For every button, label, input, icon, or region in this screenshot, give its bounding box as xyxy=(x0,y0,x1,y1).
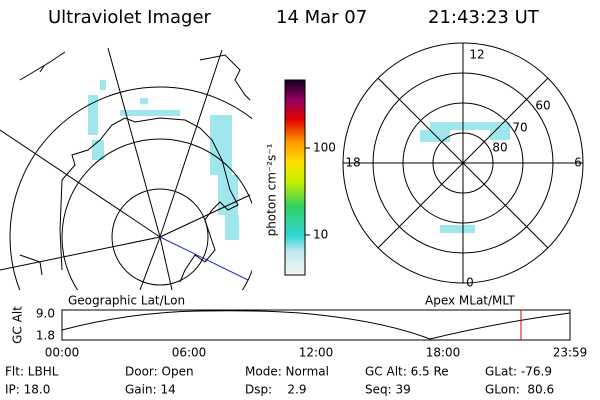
geographic-map xyxy=(0,47,252,290)
x-label: 06:00 xyxy=(172,346,207,360)
time: 21:43:23 UT xyxy=(428,7,540,28)
colorbar-tick: 100 xyxy=(313,141,336,155)
title: Ultraviolet Imager xyxy=(48,7,212,28)
colorbar-tick: 10 xyxy=(313,228,328,242)
status-field: GLat: -76.9 xyxy=(485,365,552,379)
status-field: GC Alt: 6.5 Re xyxy=(365,365,449,379)
x-label: 23:59 xyxy=(553,346,588,360)
y-label: 1.8 xyxy=(36,329,55,343)
status-field: Door: Open xyxy=(125,365,194,379)
mlt-label: 6 xyxy=(574,156,582,170)
mlt-label: 18 xyxy=(345,156,360,170)
status-field: Mode: Normal xyxy=(245,365,329,379)
lat-label: 80 xyxy=(492,141,507,155)
mlt-label: 0 xyxy=(466,276,474,290)
status-field: IP: 18.0 xyxy=(5,383,50,397)
status-field: Flt: LBHL xyxy=(5,365,59,379)
colorbar xyxy=(284,79,306,276)
x-label: 18:00 xyxy=(426,346,461,360)
footer: Flt: LBHL Door: Open Mode: Normal GC Alt: 6… xyxy=(5,365,554,397)
altitude-curve xyxy=(61,310,571,340)
panel-label: Geographic Lat/Lon xyxy=(68,294,185,308)
status-field: Seq: 39 xyxy=(365,383,411,397)
lat-label: 60 xyxy=(535,99,550,113)
y-label: 9.0 xyxy=(36,307,55,321)
x-label: 12:00 xyxy=(299,346,334,360)
x-label: 00:00 xyxy=(45,346,80,360)
polar-plot xyxy=(342,42,584,284)
panel-label: Apex MLat/MLT xyxy=(425,294,515,308)
lat-label: 70 xyxy=(512,121,527,135)
timeline-axis-label: GC Alt xyxy=(11,306,25,344)
colorbar-label: photon cm⁻²s⁻¹ xyxy=(265,143,279,236)
status-field: GLon: 80.6 xyxy=(485,383,554,397)
status-field: Gain: 14 xyxy=(125,383,176,397)
date: 14 Mar 07 xyxy=(276,7,367,28)
mlt-label: 12 xyxy=(469,48,484,62)
status-field: Dsp: 2.9 xyxy=(245,383,307,397)
timeline-frame xyxy=(61,309,571,341)
